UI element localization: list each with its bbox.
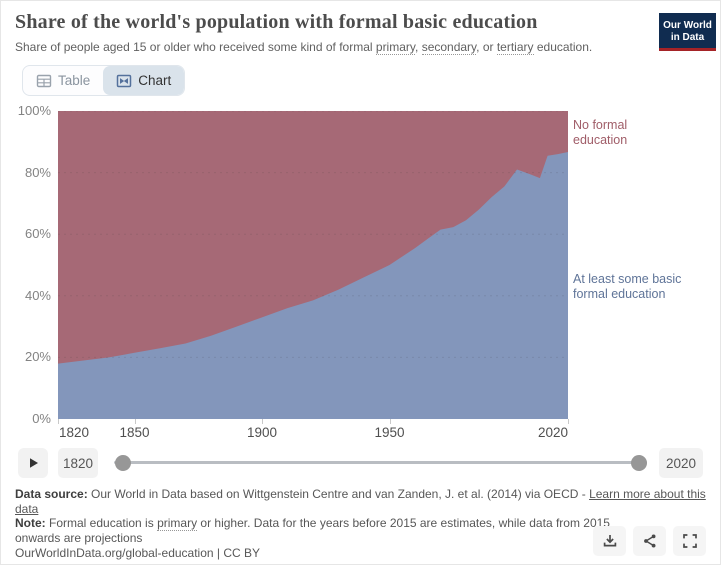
x-axis-tick	[389, 419, 391, 424]
share-icon	[643, 534, 655, 548]
timeline-slider-track[interactable]	[114, 461, 647, 464]
data-source-line: Data source: Our World in Data based on …	[15, 487, 717, 517]
tab-table-label: Table	[58, 73, 91, 88]
play-icon	[30, 458, 38, 468]
note-text: or higher. Data for the years before 201…	[15, 516, 610, 545]
timeline-handle-start[interactable]	[115, 455, 131, 471]
y-axis-tick-label: 0%	[32, 411, 51, 426]
timeline-handle-end[interactable]	[631, 455, 647, 471]
chart-subtitle: Share of people aged 15 or older who rec…	[15, 40, 593, 55]
term-secondary[interactable]: secondary	[421, 40, 477, 55]
page-title: Share of the world's population with for…	[15, 11, 538, 33]
note-term-primary[interactable]: primary	[157, 516, 198, 531]
series-label-basic-education: At least some basic formal education	[573, 272, 682, 301]
y-axis-tick-label: 60%	[24, 226, 51, 242]
fullscreen-button[interactable]	[673, 526, 706, 556]
play-button[interactable]	[18, 448, 48, 478]
fullscreen-icon	[682, 534, 697, 548]
tab-table[interactable]: Table	[23, 66, 103, 95]
x-axis-tick	[58, 419, 59, 424]
subtitle-text: ,	[415, 40, 422, 54]
y-axis-tick-label: 20%	[24, 349, 51, 365]
table-grid-icon	[36, 74, 52, 87]
share-button[interactable]	[633, 526, 666, 556]
x-axis-tick-label: 1820	[59, 425, 90, 440]
owid-logo[interactable]: Our World in Data	[659, 13, 716, 51]
y-axis-tick-label: 40%	[24, 287, 51, 303]
download-icon	[603, 535, 616, 547]
x-axis-tick-label: 2020	[537, 425, 568, 440]
subtitle-text: Share of people aged 15 or older who rec…	[15, 40, 376, 54]
learn-more-link[interactable]: Learn more about this data	[15, 487, 706, 516]
data-source-label: Data source:	[15, 487, 88, 501]
x-axis-tick	[262, 419, 263, 424]
subtitle-text: , or	[476, 40, 497, 54]
note-text: Formal education is	[45, 516, 158, 530]
y-axis-tick-label: 100%	[17, 103, 51, 118]
area-chart-icon	[117, 74, 132, 87]
owid-logo-accent	[659, 48, 716, 51]
x-axis-tick-label: 1900	[246, 425, 278, 440]
x-axis-tick	[134, 419, 136, 424]
subtitle-text: education.	[533, 40, 593, 54]
x-axis-tick-label: 1850	[119, 425, 150, 440]
note-line: Note: Formal education is primary or hig…	[15, 516, 615, 546]
x-axis-tick-label: 1950	[374, 425, 405, 440]
term-tertiary[interactable]: tertiary	[496, 40, 534, 55]
y-axis-tick-label: 80%	[24, 164, 51, 180]
download-button[interactable]	[593, 526, 626, 556]
term-primary[interactable]: primary	[375, 40, 416, 55]
tab-chart[interactable]: Chart	[103, 66, 185, 95]
owid-logo-text: Our World in Data	[663, 19, 712, 43]
timeline-end-year[interactable]: 2020	[659, 448, 703, 478]
view-tab-group: Table Chart	[22, 65, 186, 96]
tab-chart-label: Chart	[138, 73, 172, 88]
citation-line[interactable]: OurWorldInData.org/global-education | CC…	[15, 546, 261, 560]
x-axis-tick	[568, 419, 569, 424]
note-label: Note:	[15, 516, 46, 530]
timeline-start-year[interactable]: 1820	[58, 448, 98, 478]
series-label-no-formal-education: No formal education	[573, 118, 628, 147]
data-source-text: Our World in Data based on Wittgenstein …	[87, 487, 590, 501]
stacked-area-plot[interactable]	[58, 111, 568, 419]
